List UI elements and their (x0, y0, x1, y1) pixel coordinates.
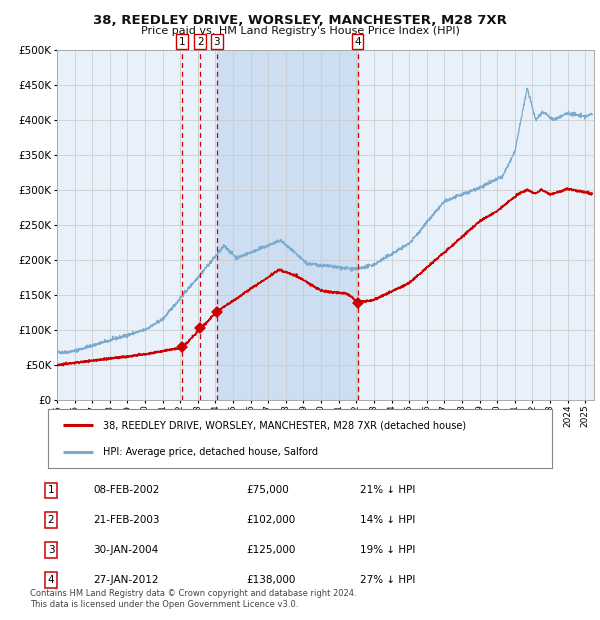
Text: 08-FEB-2002: 08-FEB-2002 (93, 485, 160, 495)
Text: 14% ↓ HPI: 14% ↓ HPI (360, 515, 415, 525)
Text: 3: 3 (214, 37, 220, 47)
Bar (217, 50, 358, 400)
Text: Contains HM Land Registry data © Crown copyright and database right 2024.
This d: Contains HM Land Registry data © Crown c… (30, 590, 356, 609)
Text: 21% ↓ HPI: 21% ↓ HPI (360, 485, 415, 495)
Text: 21-FEB-2003: 21-FEB-2003 (93, 515, 160, 525)
Text: 30-JAN-2004: 30-JAN-2004 (93, 545, 158, 555)
Text: £75,000: £75,000 (246, 485, 289, 495)
Text: 2: 2 (197, 37, 203, 47)
Text: 38, REEDLEY DRIVE, WORSLEY, MANCHESTER, M28 7XR (detached house): 38, REEDLEY DRIVE, WORSLEY, MANCHESTER, … (103, 420, 467, 430)
Text: 19% ↓ HPI: 19% ↓ HPI (360, 545, 415, 555)
Text: 27-JAN-2012: 27-JAN-2012 (93, 575, 158, 585)
Text: Price paid vs. HM Land Registry's House Price Index (HPI): Price paid vs. HM Land Registry's House … (140, 26, 460, 36)
Text: £138,000: £138,000 (246, 575, 295, 585)
Text: 4: 4 (354, 37, 361, 47)
Text: 38, REEDLEY DRIVE, WORSLEY, MANCHESTER, M28 7XR: 38, REEDLEY DRIVE, WORSLEY, MANCHESTER, … (93, 14, 507, 27)
Text: 4: 4 (47, 575, 55, 585)
Text: 1: 1 (179, 37, 185, 47)
Text: HPI: Average price, detached house, Salford: HPI: Average price, detached house, Salf… (103, 447, 319, 457)
Text: £125,000: £125,000 (246, 545, 295, 555)
Text: £102,000: £102,000 (246, 515, 295, 525)
Text: 2: 2 (47, 515, 55, 525)
Text: 27% ↓ HPI: 27% ↓ HPI (360, 575, 415, 585)
Text: 1: 1 (47, 485, 55, 495)
Text: 3: 3 (47, 545, 55, 555)
